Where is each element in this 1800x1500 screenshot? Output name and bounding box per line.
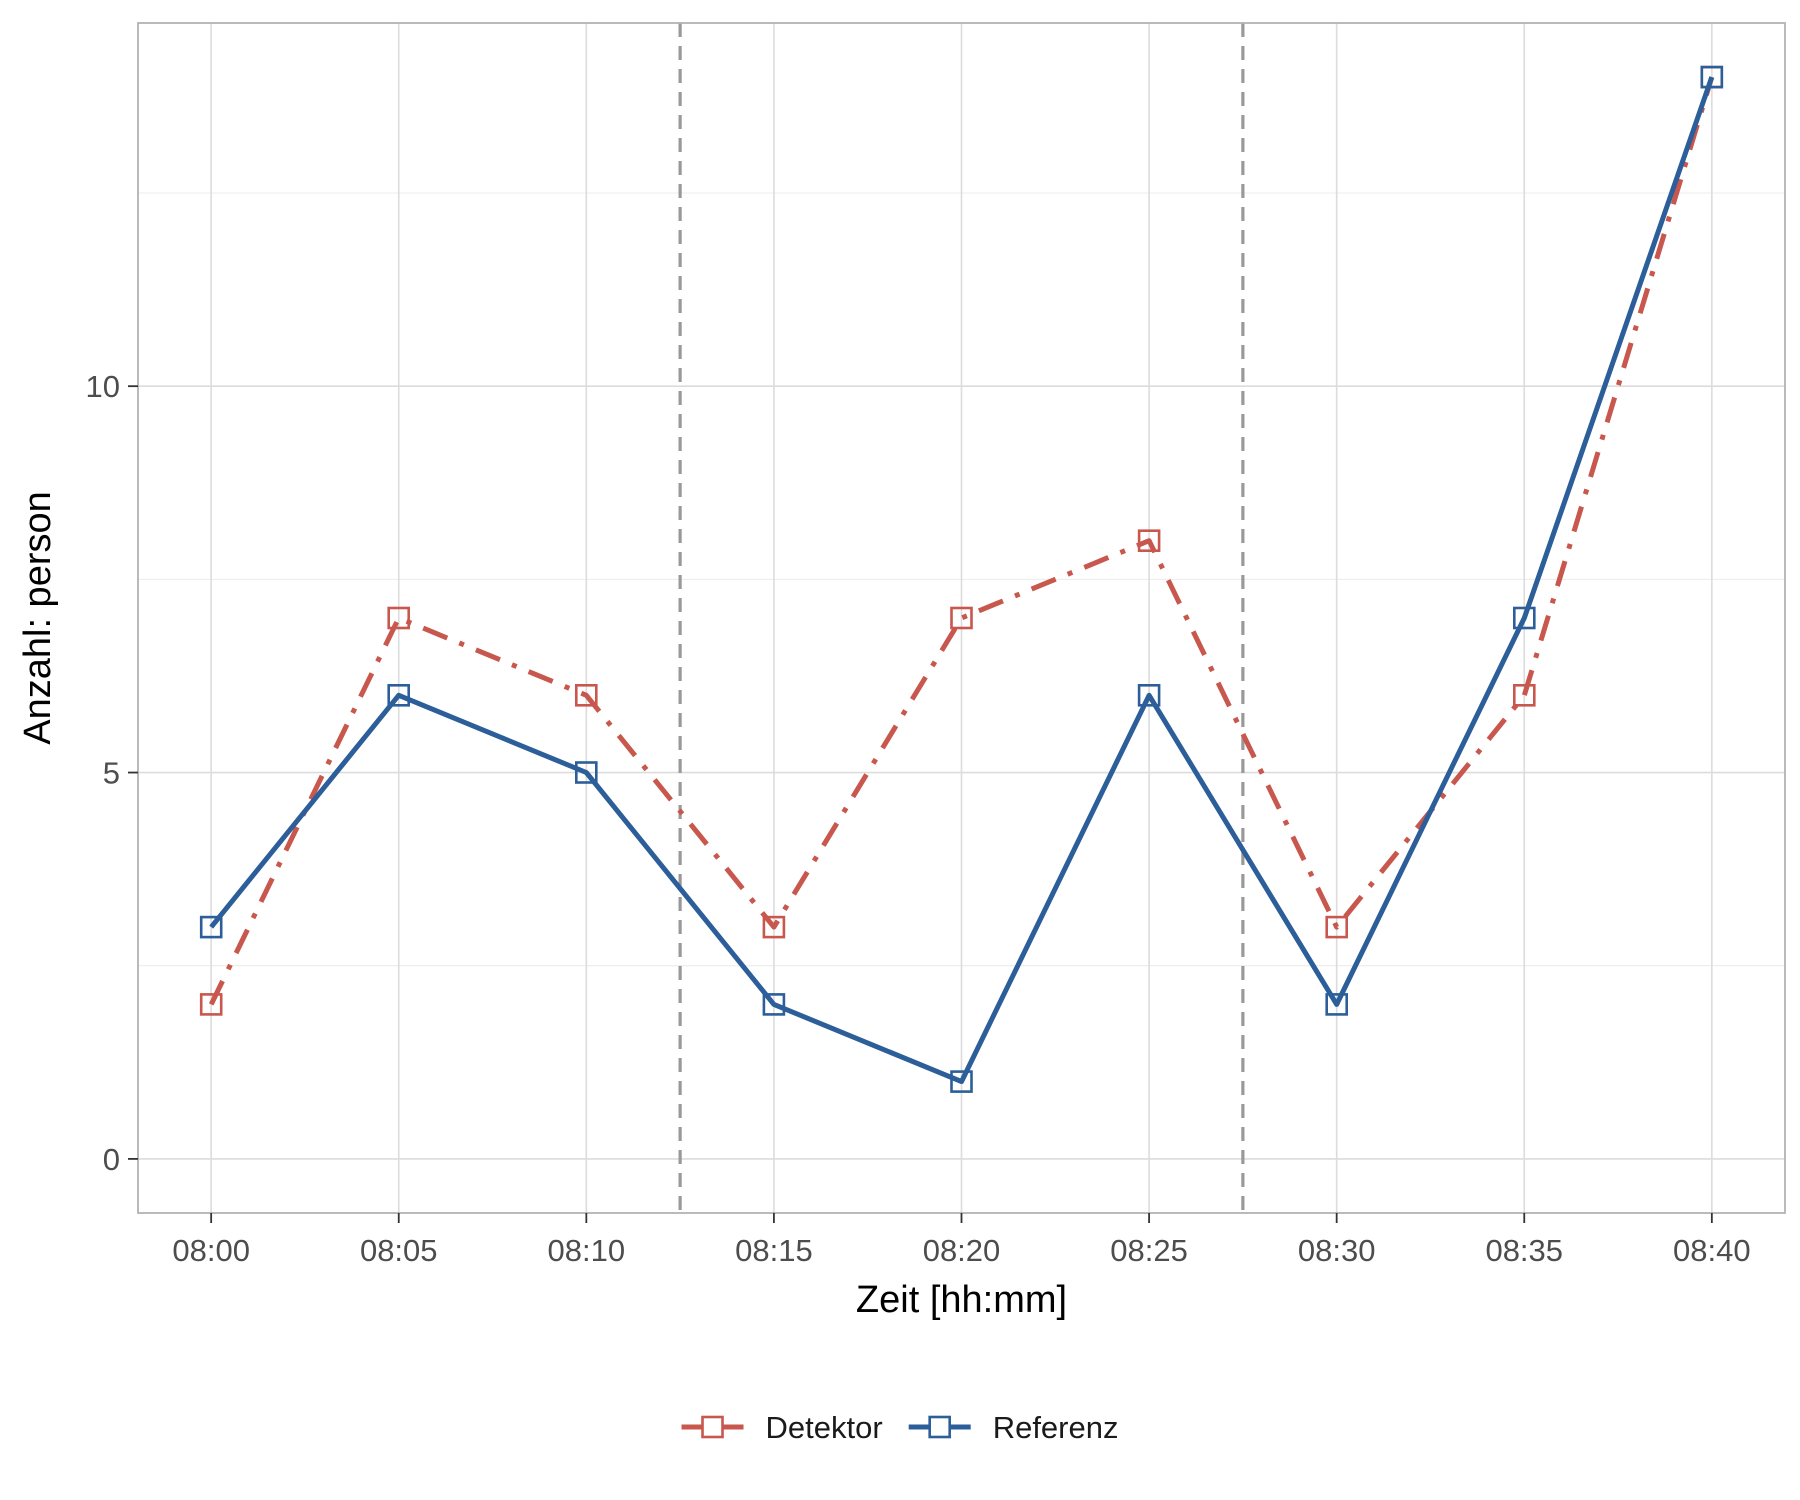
- series-line: [209, 76, 1715, 1085]
- data-point-marker: [950, 606, 973, 630]
- x-tick-label: 08:35: [1485, 1233, 1563, 1268]
- x-tick-label: 08:00: [172, 1233, 250, 1268]
- y-tick-label: 10: [86, 369, 120, 404]
- data-point-marker: [950, 1070, 973, 1093]
- y-axis-ticks: 0 5 10: [86, 369, 138, 1177]
- legend-item-detektor: Detektor: [681, 1410, 883, 1445]
- x-axis-title: Zeit [hh:mm]: [856, 1279, 1067, 1321]
- y-tick-label: 5: [103, 756, 120, 791]
- x-tick-label: 08:25: [1110, 1233, 1188, 1268]
- x-tick-label: 08:15: [735, 1233, 813, 1268]
- data-point-marker: [1137, 683, 1161, 707]
- data-point-marker: [1513, 683, 1536, 707]
- series-line: [208, 76, 1715, 1006]
- data-point-marker: [762, 993, 786, 1016]
- legend-key-marker: [701, 1415, 724, 1439]
- x-tick-label: 08:05: [360, 1233, 438, 1268]
- data-point-marker: [574, 683, 598, 707]
- legend-label: Referenz: [993, 1410, 1119, 1445]
- data-point-marker: [1137, 529, 1161, 553]
- data-point-marker: [1325, 993, 1348, 1016]
- x-axis-ticks: 08:00 08:05 08:10 08:15 08:20 08:25 08:30 08:35…: [172, 1213, 1751, 1268]
- y-tick-label: 0: [103, 1142, 120, 1177]
- series-layer: [199, 65, 1724, 1093]
- reference-lines: [678, 23, 1245, 1213]
- x-tick-label: 08:30: [1298, 1233, 1376, 1268]
- data-point-marker: [387, 683, 411, 707]
- x-tick-label: 08:10: [548, 1233, 626, 1268]
- data-point-marker: [199, 915, 223, 939]
- legend-label: Detektor: [766, 1410, 883, 1445]
- legend: Detektor Referenz: [681, 1410, 1119, 1445]
- data-point-marker: [574, 761, 598, 784]
- legend-item-referenz: Referenz: [908, 1410, 1119, 1445]
- data-point-marker: [199, 993, 223, 1016]
- series-referenz: [199, 65, 1724, 1093]
- data-point-marker: [1513, 606, 1536, 630]
- legend-key-marker: [928, 1415, 951, 1439]
- x-tick-label: 08:40: [1673, 1233, 1751, 1268]
- data-point-marker: [387, 606, 411, 630]
- series-detektor: [199, 65, 1724, 1016]
- y-axis-title: Anzahl: person: [17, 491, 59, 745]
- data-point-marker: [1325, 915, 1348, 939]
- data-point-marker: [762, 915, 786, 939]
- data-point-marker: [1700, 65, 1724, 89]
- x-tick-label: 08:20: [923, 1233, 1001, 1268]
